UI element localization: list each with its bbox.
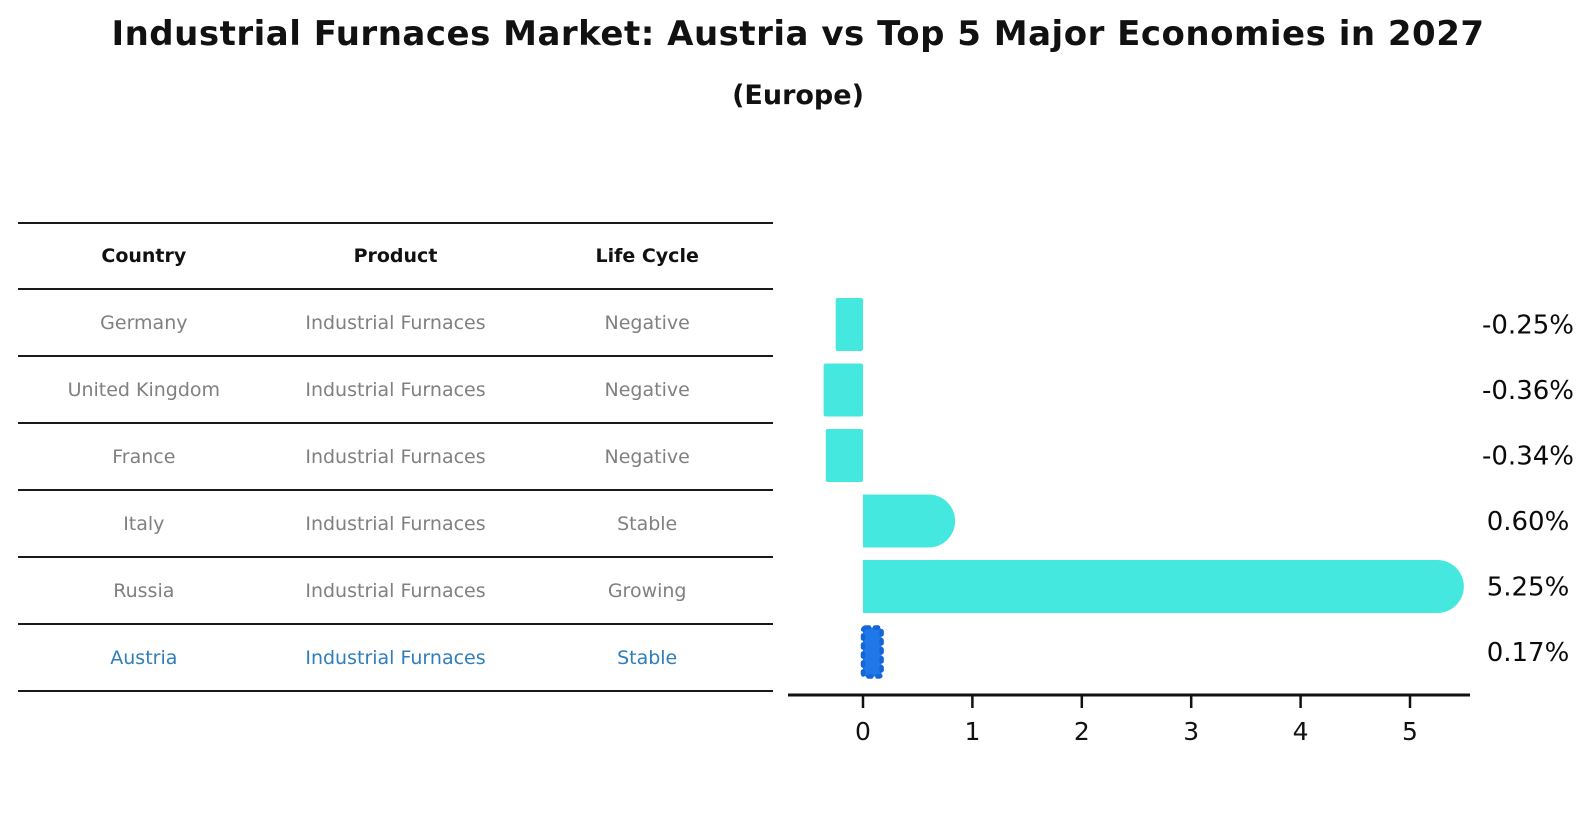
table-row: Austria Industrial Furnaces Stable [18, 625, 773, 692]
bar-value-label: -0.25% [1482, 311, 1574, 341]
table-row: Italy Industrial Furnaces Stable [18, 491, 773, 558]
bar-austria [860, 625, 884, 679]
col-header-country: Country [101, 245, 187, 267]
x-tick-label: 1 [964, 717, 980, 746]
col-header-product: Product [353, 245, 438, 267]
bar-russia [863, 560, 1464, 613]
bar-value-label: 5.25% [1487, 573, 1570, 603]
cell-lifecycle: Negative [604, 378, 690, 401]
country-table: Country Product Life Cycle Germany Indus… [18, 222, 773, 692]
cell-product: Industrial Furnaces [305, 512, 486, 535]
col-header-lifecycle: Life Cycle [595, 245, 699, 267]
cell-product: Industrial Furnaces [305, 646, 486, 669]
cell-product: Industrial Furnaces [305, 378, 486, 401]
x-tick-label: 3 [1183, 717, 1199, 746]
bars-group [823, 298, 1464, 679]
x-tick-label: 4 [1293, 717, 1309, 746]
cell-product: Industrial Furnaces [305, 445, 486, 468]
cell-lifecycle: Stable [617, 646, 678, 669]
table-body: Germany Industrial Furnaces Negative Uni… [18, 290, 773, 692]
bar-italy [863, 494, 956, 548]
bar-france [825, 429, 863, 482]
cell-lifecycle: Growing [607, 579, 687, 602]
bar-chart: 0 1 2 3 4 5 -0.25% -0.36% -0.34% 0.60% 5.25% 0.17% [788, 298, 1574, 746]
x-tick-label: 5 [1402, 717, 1418, 746]
bar-united-kingdom [823, 363, 863, 417]
cell-lifecycle: Negative [604, 445, 690, 468]
cell-country: Germany [100, 311, 188, 334]
chart-title: Industrial Furnaces Market: Austria vs T… [111, 14, 1485, 54]
bar-value-label: -0.34% [1482, 442, 1574, 472]
bar-germany [835, 298, 863, 351]
x-axis: 0 1 2 3 4 5 [788, 693, 1470, 746]
x-tick-label: 2 [1074, 717, 1090, 746]
table-row: Germany Industrial Furnaces Negative [18, 290, 773, 357]
cell-country: Italy [123, 512, 165, 535]
cell-product: Industrial Furnaces [305, 579, 486, 602]
table-row: Russia Industrial Furnaces Growing [18, 558, 773, 625]
value-labels-group: -0.25% -0.36% -0.34% 0.60% 5.25% 0.17% [1482, 311, 1574, 669]
cell-country: Russia [113, 579, 175, 602]
table-header-row: Country Product Life Cycle [18, 224, 773, 290]
chart-subtitle: (Europe) [732, 80, 864, 111]
cell-lifecycle: Stable [617, 512, 678, 535]
cell-lifecycle: Negative [604, 311, 690, 334]
cell-country: Austria [110, 646, 178, 669]
table-row: United Kingdom Industrial Furnaces Negat… [18, 357, 773, 424]
cell-country: United Kingdom [67, 378, 221, 401]
x-tick-label: 0 [855, 717, 871, 746]
bar-value-label: -0.36% [1482, 376, 1574, 406]
cell-country: France [112, 445, 176, 468]
table-row: France Industrial Furnaces Negative [18, 424, 773, 491]
cell-product: Industrial Furnaces [305, 311, 486, 334]
bar-value-label: 0.17% [1487, 638, 1570, 668]
bar-value-label: 0.60% [1487, 507, 1570, 537]
